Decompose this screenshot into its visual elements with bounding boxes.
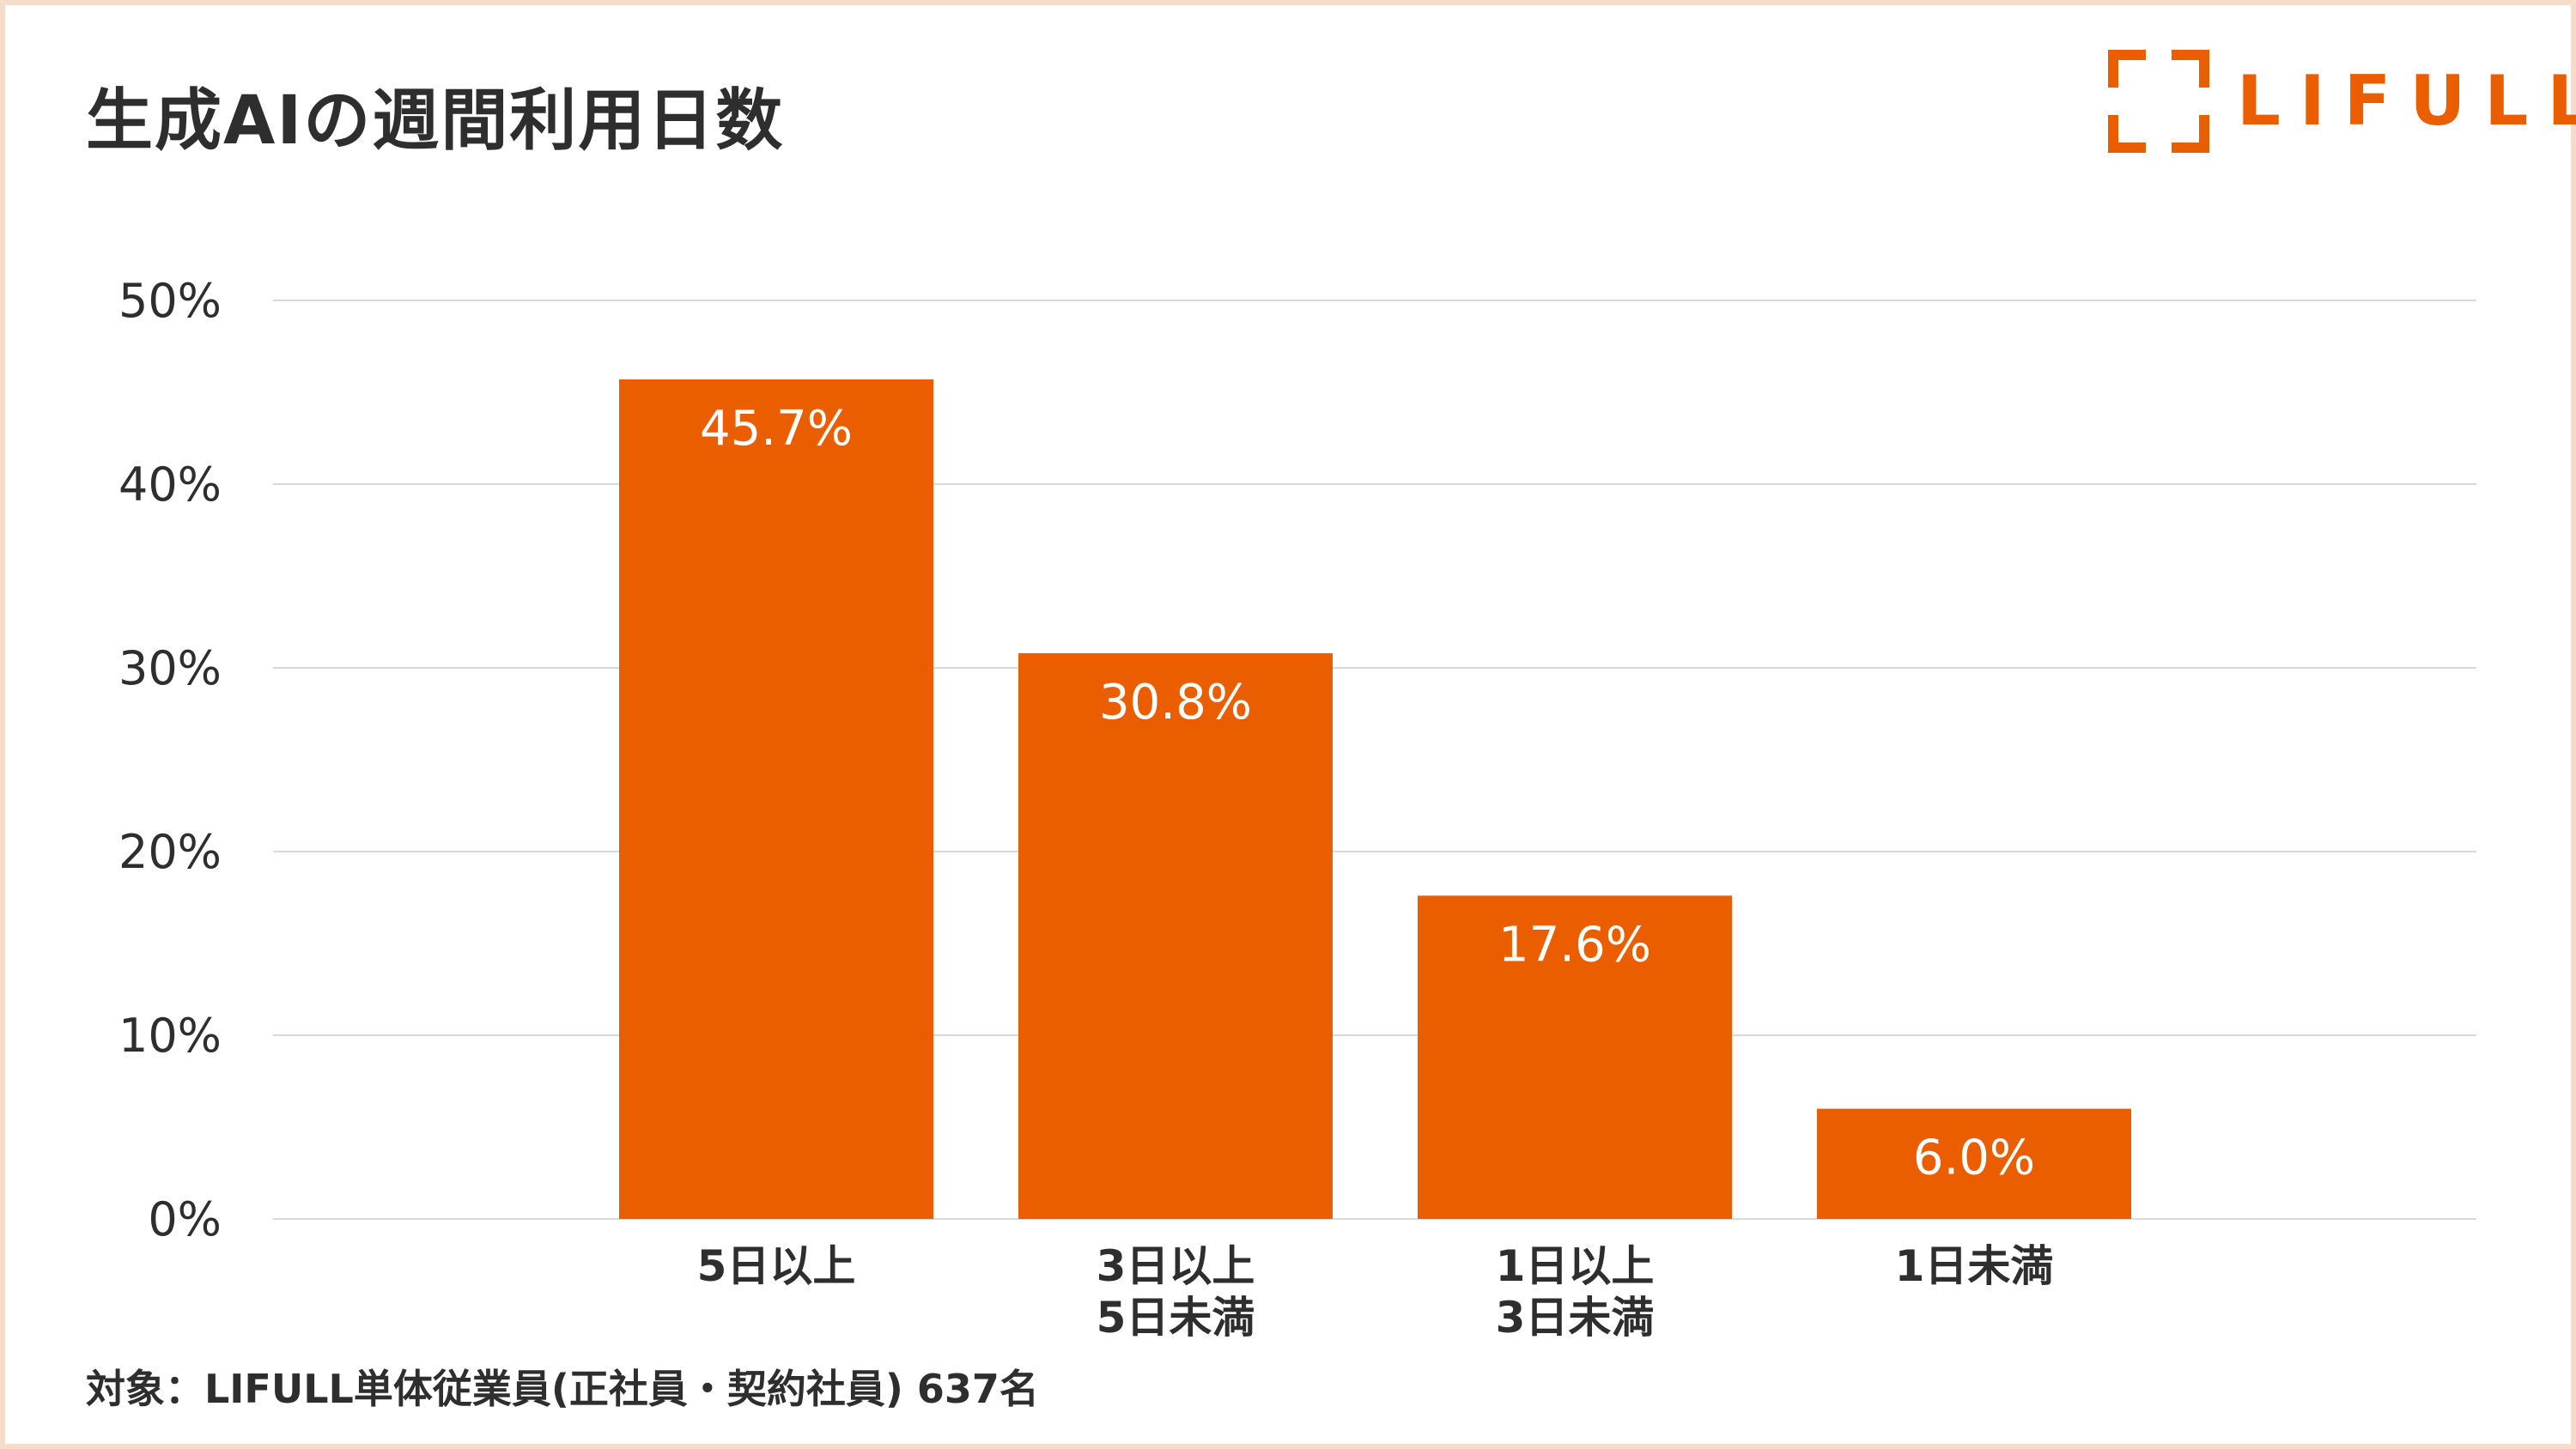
y-tick-label: 30% — [118, 641, 222, 695]
bar — [619, 379, 933, 1219]
chart-title: 生成AIの週間利用日数 — [86, 82, 785, 160]
logo-text: LIFULL — [2237, 61, 2576, 141]
category-label: 1日以上 — [1496, 1241, 1655, 1291]
data-label: 45.7% — [700, 401, 853, 457]
data-label: 30.8% — [1099, 675, 1252, 731]
footnote: 対象：LIFULL単体従業員(正社員・契約社員) 637名 — [86, 1366, 1039, 1412]
category-label: 5日以上 — [697, 1241, 856, 1291]
lifull-logo: LIFULL — [2108, 50, 2576, 153]
y-tick-label: 0% — [148, 1192, 222, 1246]
y-tick-label: 50% — [118, 274, 222, 328]
y-tick-label: 10% — [118, 1009, 222, 1063]
bar — [1817, 1108, 2131, 1219]
category-label: 5日未満 — [1097, 1293, 1255, 1343]
category-label: 3日未満 — [1496, 1293, 1655, 1343]
y-tick-label: 40% — [118, 458, 222, 512]
data-label: 6.0% — [1913, 1131, 2035, 1186]
category-label: 3日以上 — [1097, 1241, 1255, 1291]
logo-bracket-icon — [2108, 50, 2209, 153]
category-label: 1日未満 — [1895, 1241, 2054, 1291]
data-label: 17.6% — [1498, 917, 1651, 973]
bar — [1018, 652, 1333, 1219]
bar — [1418, 895, 1732, 1219]
y-tick-label: 20% — [118, 825, 222, 879]
